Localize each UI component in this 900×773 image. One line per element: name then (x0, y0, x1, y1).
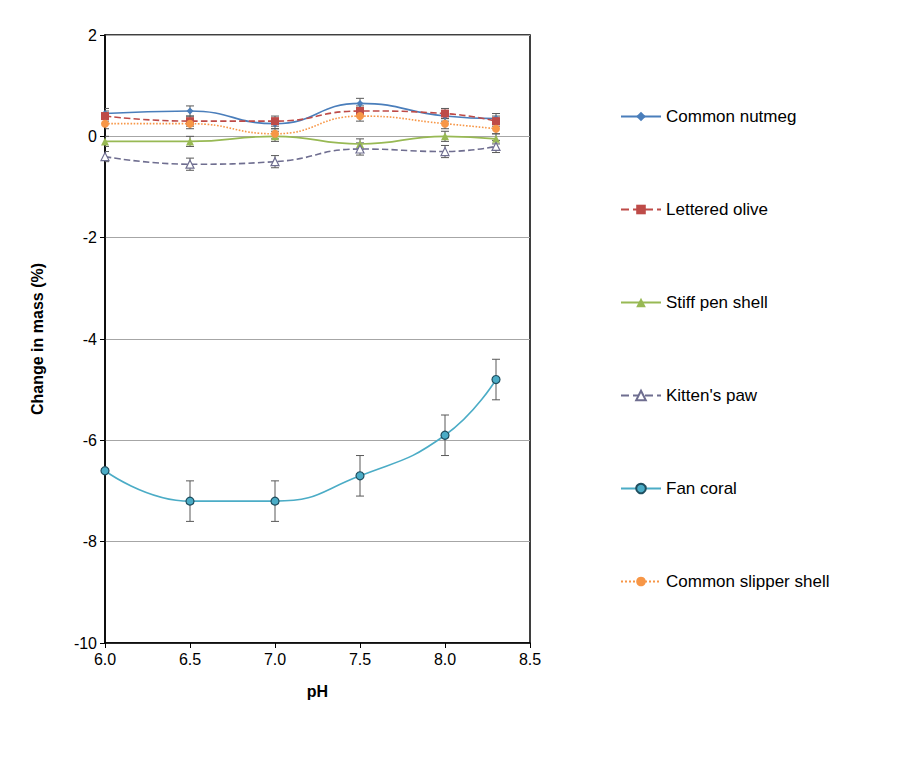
svg-text:0: 0 (88, 128, 97, 145)
svg-text:7.5: 7.5 (349, 651, 371, 668)
svg-text:7.0: 7.0 (264, 651, 286, 668)
svg-text:Stiff pen shell: Stiff pen shell (666, 293, 768, 312)
svg-text:-8: -8 (83, 533, 97, 550)
svg-text:6.0: 6.0 (94, 651, 116, 668)
svg-text:8.5: 8.5 (519, 651, 541, 668)
svg-text:Lettered olive: Lettered olive (666, 200, 768, 219)
svg-text:6.5: 6.5 (179, 651, 201, 668)
svg-text:-4: -4 (83, 331, 97, 348)
svg-text:Change in mass (%): Change in mass (%) (29, 263, 46, 415)
svg-text:-10: -10 (74, 635, 97, 652)
svg-text:8.0: 8.0 (434, 651, 456, 668)
svg-text:Kitten's paw: Kitten's paw (666, 386, 758, 405)
svg-text:pH: pH (307, 683, 328, 700)
svg-text:Common nutmeg: Common nutmeg (666, 107, 796, 126)
svg-text:Fan coral: Fan coral (666, 479, 737, 498)
svg-text:-6: -6 (83, 432, 97, 449)
svg-text:-2: -2 (83, 229, 97, 246)
svg-text:2: 2 (88, 27, 97, 44)
svg-text:Common slipper shell: Common slipper shell (666, 572, 829, 591)
